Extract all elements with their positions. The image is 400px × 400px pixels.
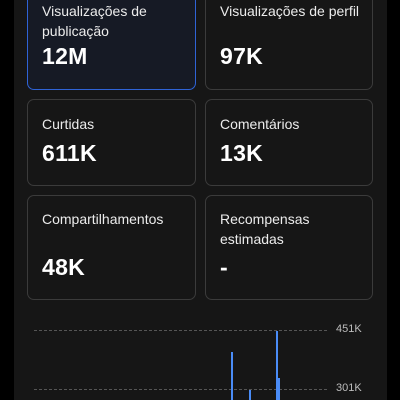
metric-value: 48K [42,254,86,280]
chart-bar [249,390,251,400]
metric-value: 97K [220,43,264,69]
metric-value: 611K [42,140,97,166]
analytics-screen: Visualizações de publicação 12M Visualiz… [14,0,387,400]
chart-y-tick-label: 451K [336,323,362,335]
metric-label: Visualizações de perfil [220,3,360,19]
metric-label: Comentários [220,116,300,132]
metric-card-post-views[interactable]: Visualizações de publicação 12M [27,0,196,90]
chart-y-tick-label: 301K [336,382,362,394]
chart-bar [278,378,280,400]
metric-label: Recompensas estimadas [220,211,310,247]
chart-bar [231,352,233,400]
metric-value: 12M [42,43,88,69]
metric-label: Visualizações de publicação [42,3,147,39]
chart-gridline-top [34,330,327,331]
metric-card-comments[interactable]: Comentários 13K [205,99,373,186]
metric-value: - [220,254,228,280]
metric-label: Curtidas [42,116,95,132]
metric-card-shares[interactable]: Compartilhamentos 48K [27,195,196,300]
metric-card-likes[interactable]: Curtidas 611K [27,99,196,186]
metric-card-estimated-rewards[interactable]: Recompensas estimadas - [205,195,373,300]
chart-bar [276,331,278,400]
metric-card-profile-views[interactable]: Visualizações de perfil 97K [205,0,373,90]
chart-gridline-middle [34,389,327,390]
metric-label: Compartilhamentos [42,211,164,227]
metric-value: 13K [220,140,264,166]
